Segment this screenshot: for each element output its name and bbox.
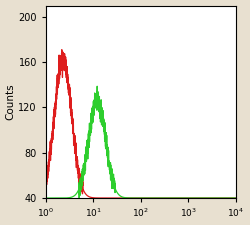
Y-axis label: Counts: Counts [6, 83, 16, 120]
